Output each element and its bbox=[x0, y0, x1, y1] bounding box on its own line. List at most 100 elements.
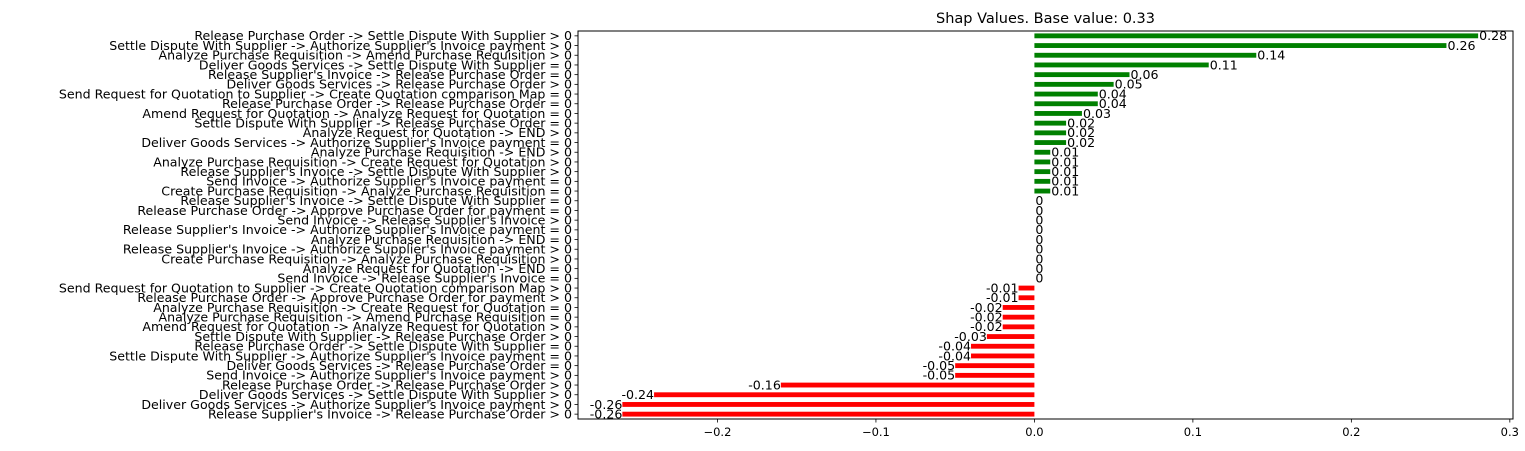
bar bbox=[1034, 140, 1067, 145]
y-tick-label: Send Request for Quotation to Supplier -… bbox=[59, 280, 572, 295]
y-tick-label: Release Supplier's Invoice -> Release Pu… bbox=[208, 67, 572, 82]
data-label: 0.01 bbox=[1051, 183, 1079, 198]
y-tick-label: Analyze Purchase Requisition -> Amend Pu… bbox=[159, 48, 572, 63]
data-label: 0 bbox=[1035, 242, 1043, 257]
data-label: -0.02 bbox=[970, 300, 1003, 315]
y-tick-label: Deliver Goods Services -> Settle Dispute… bbox=[199, 387, 572, 402]
plot-frame bbox=[577, 30, 1514, 420]
bar bbox=[1034, 111, 1082, 116]
y-tick-label: Analyze Request for Quotation -> END = 0 bbox=[303, 261, 572, 276]
y-tick-label: Release Supplier's Invoice -> Release Pu… bbox=[208, 406, 572, 421]
y-tick-label: Settle Dispute With Supplier -> Release … bbox=[194, 329, 572, 344]
bar bbox=[1018, 295, 1035, 301]
bar bbox=[1034, 159, 1051, 165]
bar bbox=[622, 402, 1035, 407]
data-label: -0.04 bbox=[938, 339, 971, 354]
data-label: 0 bbox=[1035, 271, 1043, 286]
y-tick-label: Release Purchase Order -> Release Purcha… bbox=[222, 96, 572, 111]
data-label: -0.05 bbox=[923, 358, 956, 373]
bar bbox=[1018, 285, 1035, 291]
bar bbox=[986, 334, 1035, 339]
bar bbox=[971, 343, 1035, 349]
x-tick-label: 0.0 bbox=[1025, 425, 1043, 439]
y-tick-label: Deliver Goods Services -> Settle Dispute… bbox=[199, 57, 572, 72]
bar bbox=[1034, 169, 1051, 175]
data-label: 0 bbox=[1035, 212, 1043, 227]
bar bbox=[1034, 52, 1257, 58]
y-tick-label: Send Invoice -> Release Supplier's Invoi… bbox=[277, 271, 572, 286]
bar bbox=[1002, 305, 1035, 310]
bar bbox=[654, 392, 1035, 398]
data-label: 0.06 bbox=[1130, 67, 1158, 82]
data-labels-layer: 0.280.260.140.110.060.050.040.040.030.02… bbox=[590, 28, 1507, 421]
data-label: -0.26 bbox=[590, 397, 623, 412]
y-tick-label: Release Purchase Order -> Release Purcha… bbox=[222, 377, 572, 392]
data-label: -0.02 bbox=[970, 319, 1003, 334]
data-label: 0.05 bbox=[1115, 77, 1143, 92]
bar bbox=[1034, 130, 1067, 136]
bar bbox=[1034, 43, 1447, 48]
bar bbox=[1034, 33, 1479, 39]
data-label: -0.24 bbox=[621, 387, 654, 402]
y-tick-label: Settle Dispute With Supplier -> Authoriz… bbox=[109, 38, 572, 53]
y-tick-label: Release Purchase Order -> Approve Purcha… bbox=[137, 203, 572, 218]
bars-layer bbox=[622, 33, 1479, 417]
x-axis: −0.2 −0.1 0.0 0.1 0.2 0.3 bbox=[703, 419, 1519, 439]
data-label: 0 bbox=[1035, 261, 1043, 276]
y-tick-label: Send Invoice -> Release Supplier's Invoi… bbox=[277, 212, 572, 227]
bar bbox=[955, 372, 1035, 378]
x-tick-label: 0.1 bbox=[1184, 425, 1202, 439]
bar bbox=[1034, 62, 1209, 68]
data-label: 0.01 bbox=[1051, 174, 1079, 189]
y-tick-label: Settle Dispute With Supplier -> Release … bbox=[194, 115, 572, 130]
data-label: -0.05 bbox=[923, 368, 956, 383]
y-tick-label: Deliver Goods Services -> Release Purcha… bbox=[226, 77, 572, 92]
data-label: 0.04 bbox=[1099, 86, 1127, 101]
data-label: 0 bbox=[1035, 251, 1043, 266]
bar bbox=[1034, 101, 1098, 107]
x-tick-label: 0.3 bbox=[1501, 425, 1519, 439]
y-tick-label: Release Supplier's Invoice -> Settle Dis… bbox=[180, 164, 572, 179]
bar bbox=[1034, 72, 1130, 78]
data-label: -0.02 bbox=[970, 309, 1003, 324]
data-label: -0.03 bbox=[954, 329, 987, 344]
data-label: 0.26 bbox=[1447, 38, 1475, 53]
x-tick-label: −0.2 bbox=[703, 425, 731, 439]
data-label: 0.01 bbox=[1051, 145, 1079, 160]
data-label: 0 bbox=[1035, 193, 1043, 208]
data-label: 0 bbox=[1035, 232, 1043, 247]
data-label: 0.03 bbox=[1083, 106, 1111, 121]
data-label: -0.01 bbox=[986, 280, 1019, 295]
y-tick-label: Create Purchase Requisition -> Analyze P… bbox=[161, 251, 572, 266]
data-label: 0.11 bbox=[1210, 57, 1238, 72]
y-tick-label: Analyze Purchase Requisition -> END = 0 bbox=[311, 232, 572, 247]
data-label: 0.01 bbox=[1051, 154, 1079, 169]
bar bbox=[1034, 188, 1051, 194]
data-label: 0.14 bbox=[1257, 48, 1285, 63]
y-tick-label: Release Purchase Order -> Approve Purcha… bbox=[137, 290, 572, 305]
y-tick-label: Deliver Goods Services -> Authorize Supp… bbox=[141, 135, 572, 150]
y-labels-layer: Release Purchase Order -> Settle Dispute… bbox=[59, 28, 578, 421]
y-tick-label: Analyze Purchase Requisition -> Create R… bbox=[153, 300, 572, 315]
y-tick-label: Release Purchase Order -> Settle Dispute… bbox=[194, 339, 572, 354]
y-tick-label: Analyze Request for Quotation -> END > 0 bbox=[303, 125, 572, 140]
bar bbox=[955, 363, 1035, 369]
bar bbox=[1034, 178, 1051, 184]
data-label: 0.04 bbox=[1099, 96, 1127, 111]
data-label: -0.04 bbox=[938, 348, 971, 363]
y-tick-label: Deliver Goods Services -> Release Purcha… bbox=[226, 358, 572, 373]
y-tick-label: Release Supplier's Invoice -> Settle Dis… bbox=[180, 193, 572, 208]
y-tick-label: Analyze Purchase Requisition -> Amend Pu… bbox=[159, 309, 572, 324]
data-label: -0.16 bbox=[748, 377, 781, 392]
data-label: 0.02 bbox=[1067, 115, 1095, 130]
bar bbox=[1002, 324, 1035, 330]
x-tick-label: 0.2 bbox=[1342, 425, 1360, 439]
y-tick-label: Deliver Goods Services -> Authorize Supp… bbox=[141, 397, 572, 412]
x-tick-label: −0.1 bbox=[862, 425, 890, 439]
bar bbox=[1034, 91, 1098, 97]
data-label: 0.01 bbox=[1051, 164, 1079, 179]
y-tick-label: Analyze Purchase Requisition -> END > 0 bbox=[311, 145, 572, 160]
y-tick-label: Settle Dispute With Supplier -> Authoriz… bbox=[109, 348, 572, 363]
y-tick-label: Send Invoice -> Authorize Supplier's Inv… bbox=[206, 368, 572, 383]
